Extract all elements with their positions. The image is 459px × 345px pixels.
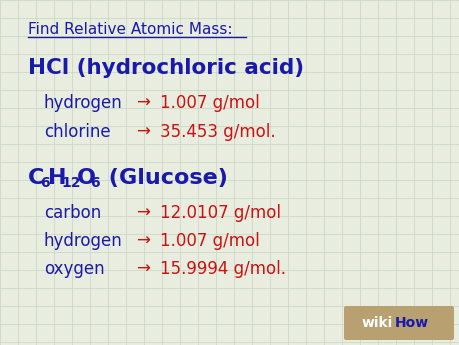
Text: HCl (hydrochloric acid): HCl (hydrochloric acid)	[28, 58, 303, 78]
Text: (Glucose): (Glucose)	[101, 168, 227, 188]
FancyBboxPatch shape	[343, 306, 453, 340]
Text: →: →	[136, 204, 150, 222]
Text: 35.453 g/mol.: 35.453 g/mol.	[160, 123, 275, 141]
Text: hydrogen: hydrogen	[44, 94, 123, 112]
Text: →: →	[136, 123, 150, 141]
Text: 1.007 g/mol: 1.007 g/mol	[160, 94, 259, 112]
Text: →: →	[136, 232, 150, 250]
Text: How: How	[394, 316, 428, 330]
Text: hydrogen: hydrogen	[44, 232, 123, 250]
Text: H: H	[48, 168, 67, 188]
Text: O: O	[77, 168, 96, 188]
Text: 6: 6	[90, 176, 100, 190]
Text: →: →	[136, 260, 150, 278]
Text: Find Relative Atomic Mass:: Find Relative Atomic Mass:	[28, 22, 232, 37]
Text: C: C	[28, 168, 44, 188]
Text: 15.9994 g/mol.: 15.9994 g/mol.	[160, 260, 285, 278]
Text: 12.0107 g/mol: 12.0107 g/mol	[160, 204, 280, 222]
Text: chlorine: chlorine	[44, 123, 110, 141]
Text: wiki: wiki	[361, 316, 392, 330]
Text: carbon: carbon	[44, 204, 101, 222]
Text: 1.007 g/mol: 1.007 g/mol	[160, 232, 259, 250]
Text: oxygen: oxygen	[44, 260, 104, 278]
Text: →: →	[136, 94, 150, 112]
Text: 6: 6	[40, 176, 50, 190]
Text: 12: 12	[61, 176, 80, 190]
